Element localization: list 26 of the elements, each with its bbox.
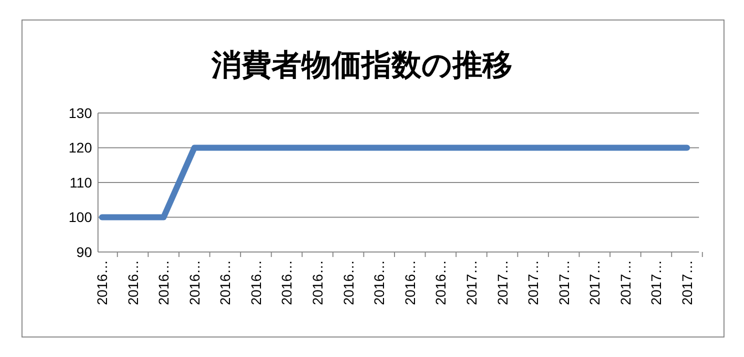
y-tick-label: 110 — [70, 174, 92, 190]
x-tick-label: 2017… — [617, 260, 634, 306]
x-tick-label: 2016… — [124, 260, 141, 306]
x-tick-label: 2016… — [278, 260, 295, 306]
x-tick-label: 2016… — [432, 260, 449, 306]
x-tick-label: 2016… — [186, 260, 202, 306]
x-tick-label: 2016… — [156, 260, 172, 306]
y-tick-label: 130 — [68, 104, 92, 121]
x-tick-label: 2016… — [94, 260, 110, 306]
x-tick-label: 2016… — [371, 260, 388, 306]
x-tick-label: 2017… — [494, 260, 510, 306]
x-tick-label: 2016… — [340, 260, 356, 306]
x-tick-label: 2016… — [217, 260, 234, 306]
x-tick-label: 2016… — [248, 260, 264, 306]
y-tick-label: 90 — [76, 244, 92, 260]
x-tick-label: 2017… — [463, 260, 480, 306]
x-tick-label: 2017… — [648, 260, 664, 306]
y-tick-label: 120 — [68, 140, 92, 156]
x-tick-label: 2016… — [402, 260, 418, 306]
x-tick-label: 2017… — [679, 260, 695, 306]
x-tick-label: 2017… — [586, 260, 603, 306]
x-tick-label: 2017… — [556, 260, 572, 306]
x-tick-label: 2017… — [525, 260, 542, 306]
y-tick-label: 100 — [68, 209, 92, 226]
chart-title: 消費者物価指数の推移 — [210, 48, 512, 83]
x-tick-label: 2016… — [310, 260, 326, 306]
